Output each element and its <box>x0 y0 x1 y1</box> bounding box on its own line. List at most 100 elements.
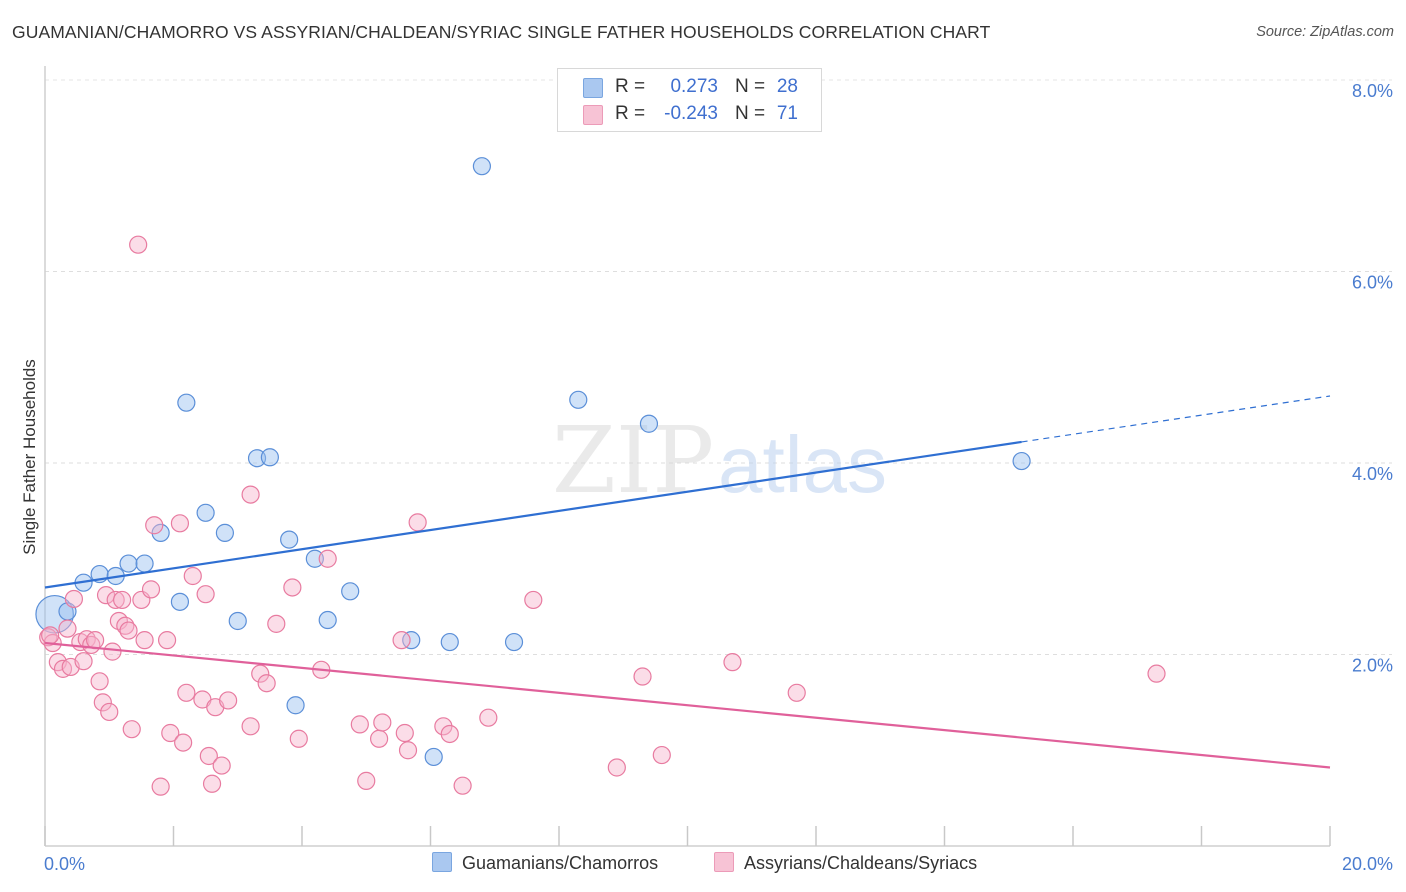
point-assyrian <box>119 621 138 640</box>
point-assyrian <box>122 720 141 739</box>
point-assyrian <box>170 514 190 533</box>
point-assyrian <box>524 590 543 610</box>
point-assyrian <box>183 566 202 586</box>
point-guamanian <box>247 449 267 468</box>
point-assyrian <box>135 631 154 650</box>
y-tick-label: 2.0% <box>1352 656 1393 676</box>
correlation-legend: R = 0.273 N = 28 R = -0.243 N = 71 <box>557 68 822 132</box>
point-guamanian <box>639 414 659 433</box>
trend-line-assyrian <box>44 641 1331 769</box>
point-assyrian <box>787 683 806 702</box>
series-legend-assyrian[interactable]: Assyrians/Chaldeans/Syriacs <box>714 852 977 874</box>
point-assyrian <box>112 590 132 610</box>
point-assyrian <box>392 631 411 650</box>
point-assyrian <box>93 693 112 712</box>
point-assyrian <box>607 758 626 777</box>
legend-r-label: R = <box>615 76 646 97</box>
y-tick-label: 4.0% <box>1352 464 1393 484</box>
point-assyrian <box>58 619 77 638</box>
point-guamanian <box>472 157 491 176</box>
chart-title: GUAMANIAN/CHAMORRO VS ASSYRIAN/CHALDEAN/… <box>12 22 991 42</box>
source-label: Source: ZipAtlas.com <box>1256 24 1394 40</box>
point-assyrian <box>318 549 337 568</box>
point-guamanian <box>119 554 138 573</box>
point-assyrian <box>241 485 260 504</box>
point-assyrian <box>453 776 472 795</box>
point-guamanian <box>318 610 337 630</box>
legend-swatch-blue <box>583 78 603 98</box>
point-assyrian <box>196 585 215 604</box>
point-assyrian <box>723 653 742 672</box>
legend-swatch-pink <box>583 105 603 125</box>
point-assyrian <box>1147 664 1166 683</box>
point-assyrian <box>212 756 231 775</box>
point-assyrian <box>74 652 93 671</box>
point-assyrian <box>129 235 148 254</box>
point-guamanian <box>424 747 443 767</box>
point-assyrian <box>370 729 389 748</box>
trend-line-guamanian <box>44 440 1022 589</box>
legend-row-assyrian: R = -0.243 N = 71 <box>558 101 821 127</box>
point-assyrian <box>174 733 193 752</box>
point-assyrian <box>357 771 376 790</box>
trend-line-guamanian-extension <box>1021 395 1331 443</box>
point-guamanian <box>305 549 324 568</box>
point-assyrian <box>103 642 122 661</box>
point-assyrian <box>106 590 125 610</box>
trend-lines <box>44 395 1331 769</box>
legend-r-value: -0.243 <box>664 103 718 124</box>
point-assyrian <box>157 631 177 650</box>
point-guamanian <box>170 592 190 611</box>
point-assyrian <box>199 746 218 766</box>
point-assyrian <box>241 717 260 736</box>
point-guamanian <box>135 554 154 573</box>
point-guamanian <box>196 503 215 522</box>
point-assyrian <box>398 741 418 760</box>
point-guamanian <box>504 632 524 652</box>
point-guamanian <box>569 390 588 409</box>
point-assyrian <box>145 516 164 535</box>
series-swatch-pink <box>714 852 734 872</box>
point-assyrian <box>151 777 170 796</box>
y-axis-label: Single Father Households <box>20 359 39 555</box>
point-assyrian <box>395 723 414 743</box>
point-guamanian <box>228 611 247 631</box>
grid-lines <box>45 79 1392 655</box>
point-assyrian <box>177 683 196 702</box>
point-assyrian <box>440 724 459 744</box>
point-assyrian <box>141 580 161 599</box>
watermark-atlas: atlas <box>718 420 887 509</box>
point-assyrian <box>652 745 671 765</box>
point-assyrian <box>219 691 238 710</box>
y-tick-label: 6.0% <box>1352 273 1393 293</box>
legend-n-value: 28 <box>776 76 798 97</box>
point-guamanian <box>1012 451 1031 471</box>
point-guamanian <box>286 696 305 715</box>
point-assyrian <box>350 715 369 734</box>
point-assyrian <box>479 708 498 727</box>
legend-n-value: 71 <box>776 103 798 124</box>
point-guamanian <box>35 594 74 634</box>
point-assyrian <box>267 614 286 633</box>
legend-n-label: N = <box>735 103 766 124</box>
series-swatch-blue <box>432 852 452 872</box>
legend-row-guamanian: R = 0.273 N = 28 <box>558 74 821 100</box>
series-legend-guamanian[interactable]: Guamanians/Chamorros <box>432 852 658 874</box>
point-assyrian <box>633 667 652 686</box>
legend-r-value: 0.273 <box>670 76 718 97</box>
point-guamanian <box>341 582 360 601</box>
tick-labels: 2.0% 4.0% 6.0% 8.0% 0.0% 20.0% <box>44 81 1393 874</box>
point-assyrian <box>408 513 427 532</box>
point-assyrian <box>257 674 276 693</box>
point-guamanian <box>280 530 299 549</box>
legend-n-label: N = <box>735 76 766 97</box>
point-guamanian <box>440 632 459 652</box>
point-assyrian <box>90 672 109 691</box>
point-guamanian <box>402 631 421 650</box>
point-assyrian <box>251 664 270 683</box>
point-assyrian <box>100 702 119 722</box>
point-assyrian <box>289 729 308 748</box>
legend-r-label: R = <box>615 103 646 124</box>
x-tick-label: 0.0% <box>44 854 85 874</box>
